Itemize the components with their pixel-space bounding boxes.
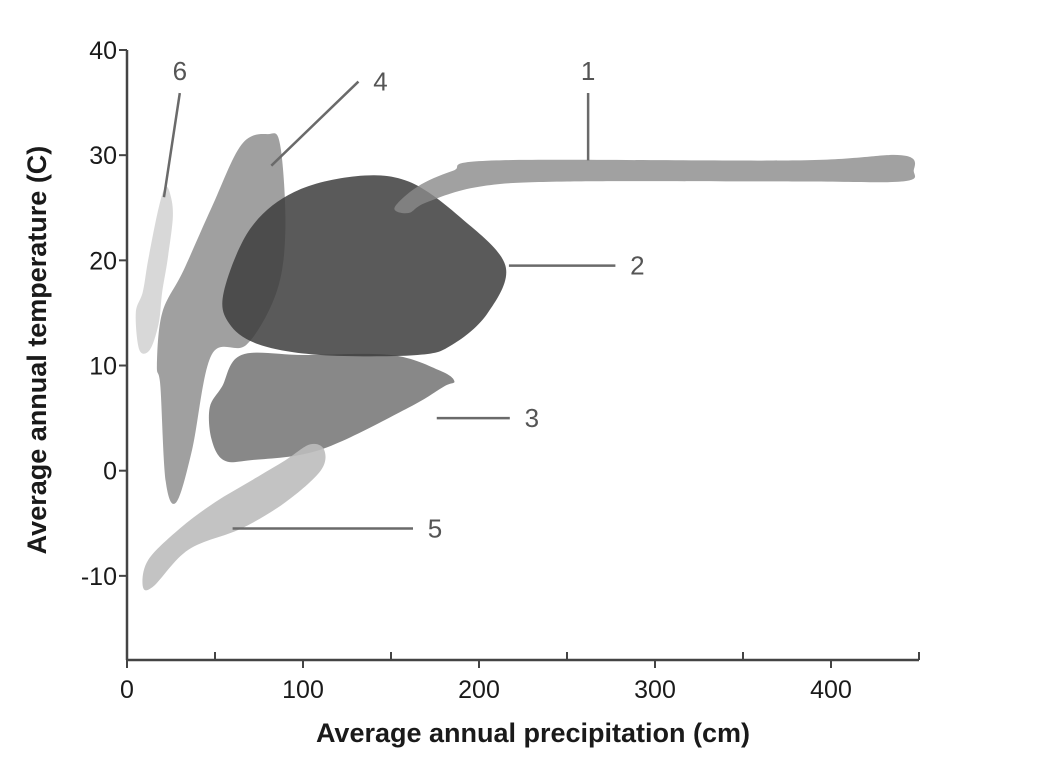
x-tick-label: 300 xyxy=(634,676,676,704)
region-6-shape xyxy=(135,186,173,354)
y-tick-label: -10 xyxy=(81,563,117,591)
region-5-shape xyxy=(142,443,326,591)
y-tick-label: 0 xyxy=(103,458,117,486)
region-4-leader xyxy=(270,80,360,167)
x-tick-label: 0 xyxy=(120,676,134,704)
region-4-label: 4 xyxy=(373,67,387,97)
region-6-leader xyxy=(162,92,182,198)
x-tick-label: 100 xyxy=(282,676,324,704)
y-tick-label: 30 xyxy=(89,142,117,170)
y-axis-title: Average annual temperature (C) xyxy=(22,146,52,555)
leader-lines-layer: 4 6 3 5 2 1 xyxy=(162,56,645,544)
region-3-label: 3 xyxy=(525,403,539,433)
y-tick-label: 20 xyxy=(89,247,117,275)
x-axis-title: Average annual precipitation (cm) xyxy=(316,718,750,748)
regions-layer xyxy=(135,133,916,591)
region-6-label: 6 xyxy=(173,56,187,86)
region-2-label: 2 xyxy=(630,251,644,281)
region-3-shape xyxy=(208,352,455,463)
region-5-label: 5 xyxy=(428,514,442,544)
y-tick-label: 40 xyxy=(89,37,117,65)
x-tick-label: 400 xyxy=(810,676,852,704)
x-tick-label: 200 xyxy=(458,676,500,704)
region-1-shape xyxy=(394,154,916,214)
y-tick-label: 10 xyxy=(89,353,117,381)
region-1-label: 1 xyxy=(581,56,595,86)
region-2-shape xyxy=(222,175,507,357)
